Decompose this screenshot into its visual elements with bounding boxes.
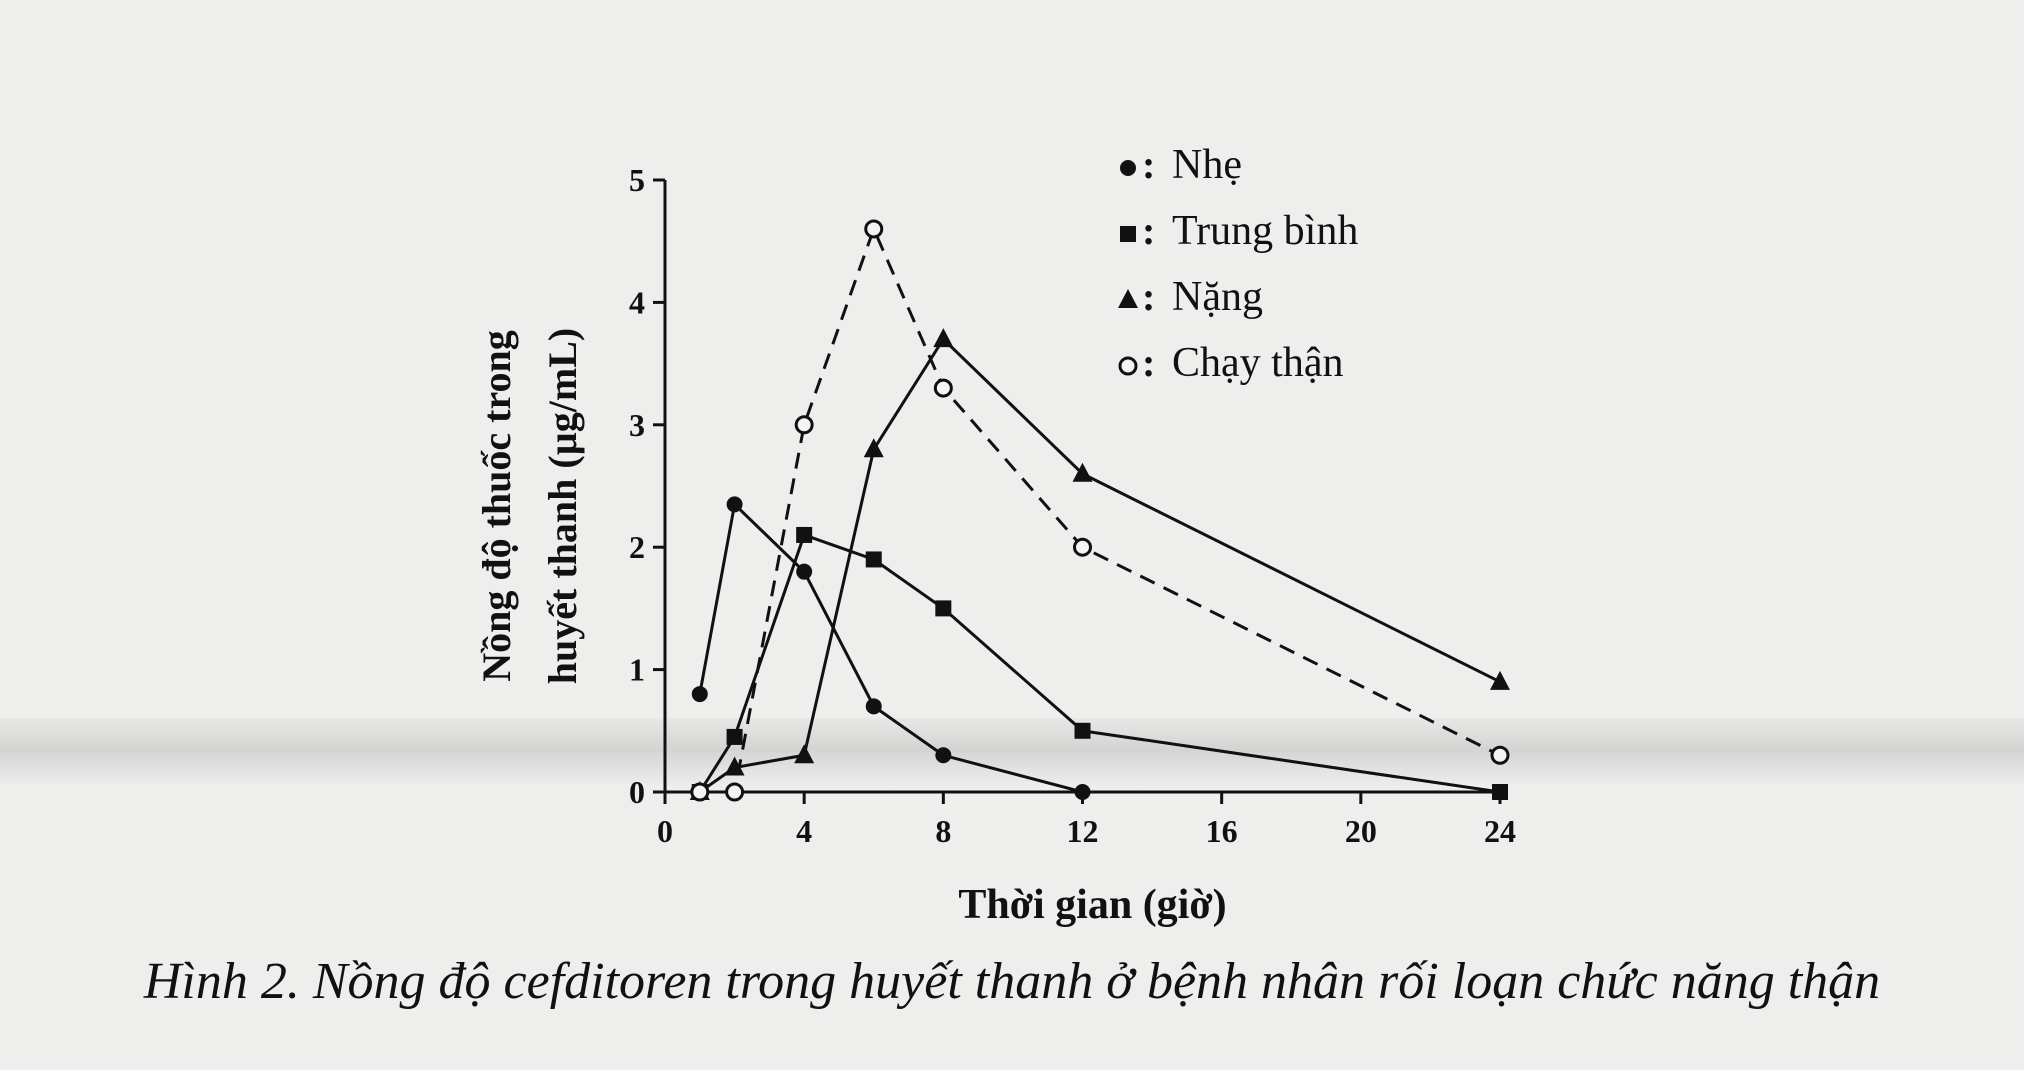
y-tick-label: 5 [629,162,645,198]
series-line-4 [699,224,1501,794]
legend-colon: : [1142,274,1155,319]
data-point [864,219,884,239]
data-point [1073,537,1092,557]
series-line-1 [698,501,1500,794]
data-point [1074,722,1091,739]
data-point [933,378,953,398]
figure-caption: Hình 2. Nồng độ cefditoren trong huyết t… [143,953,1881,1010]
y-tick-label: 2 [629,529,645,565]
legend-colon: : [1142,340,1155,385]
legend-label: Nhẹ [1172,142,1242,188]
x-tick-label: 24 [1484,813,1516,849]
x-tick-label: 16 [1206,813,1238,849]
data-point [935,600,952,617]
data-point [725,782,745,802]
data-point [726,496,743,513]
data-point [865,551,882,568]
y-tick-label: 0 [629,774,645,810]
data-point [794,744,815,764]
data-point [933,328,954,348]
data-point [865,698,882,715]
data-point [1074,784,1091,800]
x-tick-label: 8 [935,813,951,849]
x-axis-label: Thời gian (giờ) [958,882,1226,928]
x-tick-label: 0 [657,813,673,849]
legend-label: Nặng [1172,274,1263,320]
data-point [726,728,743,745]
legend-marker [1118,356,1138,376]
data-point [796,563,813,580]
y-tick-label: 3 [629,407,645,443]
data-point [1490,670,1510,690]
data-point [1490,745,1510,765]
data-point [935,747,952,764]
data-point [691,686,708,703]
y-axis-label-line: huyết thanh (µg/mL) [540,328,585,684]
data-point [1492,784,1508,800]
legend-colon: : [1142,208,1155,253]
data-point [1072,462,1093,482]
x-tick-label: 12 [1067,813,1099,849]
x-tick-label: 20 [1345,813,1377,849]
x-tick-label: 4 [796,813,812,849]
data-point [690,782,710,802]
legend-label: Chạy thận [1172,340,1343,386]
data-point [796,526,813,543]
series-line-3 [698,336,1501,794]
y-tick-label: 4 [629,284,645,320]
series-line-2 [698,533,1501,794]
legend-colon: : [1142,142,1155,187]
legend-marker [1120,226,1136,242]
legend-marker [1118,289,1138,308]
data-point [863,438,884,458]
legend-marker [1120,160,1136,176]
y-tick-label: 1 [629,652,645,688]
legend-label: Trung bình [1172,208,1358,254]
data-point [794,415,814,435]
y-axis-label-line: Nồng độ thuốc trong [474,330,519,682]
